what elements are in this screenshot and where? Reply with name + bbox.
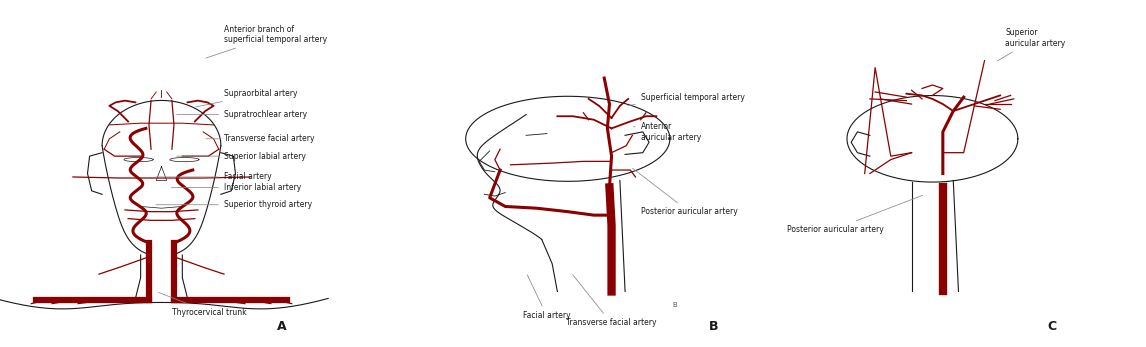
- Text: Facial artery: Facial artery: [156, 172, 272, 181]
- Text: Supratrochlear artery: Supratrochlear artery: [176, 110, 307, 119]
- Text: Posterior auricular artery: Posterior auricular artery: [786, 195, 923, 234]
- Text: Superior labial artery: Superior labial artery: [176, 152, 306, 161]
- Text: Inferior labial artery: Inferior labial artery: [172, 183, 301, 192]
- Text: Superficial temporal artery: Superficial temporal artery: [628, 93, 745, 105]
- Text: A: A: [276, 320, 286, 333]
- Text: Posterior auricular artery: Posterior auricular artery: [633, 168, 738, 216]
- Text: Superior
auricular artery: Superior auricular artery: [997, 28, 1066, 61]
- Text: Facial artery: Facial artery: [523, 275, 571, 320]
- Text: B: B: [673, 302, 677, 308]
- Text: Anterior branch of
superficial temporal artery: Anterior branch of superficial temporal …: [206, 25, 327, 58]
- Text: C: C: [1047, 320, 1057, 333]
- Text: Superior thyroid artery: Superior thyroid artery: [156, 200, 312, 209]
- Text: B: B: [709, 320, 719, 333]
- Text: Supraorbital artery: Supraorbital artery: [196, 89, 298, 107]
- Text: Transverse facial artery: Transverse facial artery: [206, 134, 314, 143]
- Text: Thyrocervical trunk: Thyrocervical trunk: [159, 293, 246, 317]
- Text: Anterior
auricular artery: Anterior auricular artery: [634, 122, 701, 142]
- Text: Transverse facial artery: Transverse facial artery: [566, 274, 657, 327]
